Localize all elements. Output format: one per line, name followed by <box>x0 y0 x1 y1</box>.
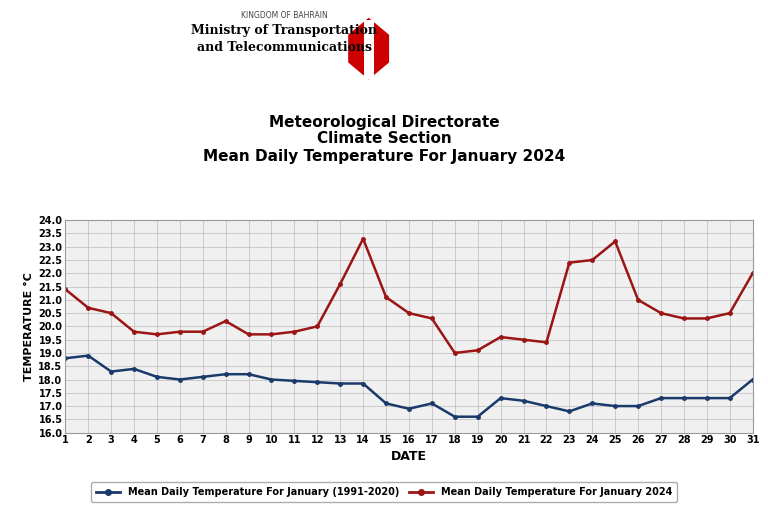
Line: Mean Daily Temperature For January (1991-2020): Mean Daily Temperature For January (1991… <box>64 354 754 418</box>
Line: Mean Daily Temperature For January 2024: Mean Daily Temperature For January 2024 <box>64 237 754 355</box>
Mean Daily Temperature For January 2024 <box>404 310 413 316</box>
Mean Daily Temperature For January 2024 <box>84 305 93 311</box>
Text: and Telecommunications: and Telecommunications <box>197 40 372 54</box>
Mean Daily Temperature For January (1991-2020) <box>634 403 643 409</box>
Mean Daily Temperature For January 2024 <box>221 318 230 324</box>
Mean Daily Temperature For January (1991-2020) <box>542 403 551 409</box>
Mean Daily Temperature For January (1991-2020) <box>175 376 184 382</box>
Polygon shape <box>347 16 390 81</box>
Mean Daily Temperature For January (1991-2020) <box>359 380 368 387</box>
Legend: Mean Daily Temperature For January (1991-2020), Mean Daily Temperature For Janua: Mean Daily Temperature For January (1991… <box>91 482 677 502</box>
Mean Daily Temperature For January (1991-2020) <box>473 414 482 420</box>
Mean Daily Temperature For January (1991-2020) <box>267 376 276 382</box>
Mean Daily Temperature For January 2024 <box>725 310 734 316</box>
Mean Daily Temperature For January (1991-2020) <box>657 395 666 401</box>
Mean Daily Temperature For January (1991-2020) <box>198 374 207 380</box>
Mean Daily Temperature For January 2024 <box>427 315 436 322</box>
Mean Daily Temperature For January (1991-2020) <box>611 403 620 409</box>
Mean Daily Temperature For January 2024 <box>542 339 551 346</box>
Mean Daily Temperature For January 2024 <box>588 257 597 263</box>
Mean Daily Temperature For January (1991-2020) <box>61 355 70 361</box>
Text: Meteorological Directorate: Meteorological Directorate <box>269 115 499 131</box>
Mean Daily Temperature For January (1991-2020) <box>313 379 322 385</box>
Mean Daily Temperature For January 2024 <box>313 324 322 330</box>
Mean Daily Temperature For January (1991-2020) <box>725 395 734 401</box>
Mean Daily Temperature For January (1991-2020) <box>702 395 711 401</box>
Mean Daily Temperature For January 2024 <box>244 331 253 337</box>
Polygon shape <box>364 20 373 79</box>
Mean Daily Temperature For January 2024 <box>657 310 666 316</box>
Text: Climate Section: Climate Section <box>316 131 452 146</box>
Mean Daily Temperature For January 2024 <box>564 260 574 266</box>
Mean Daily Temperature For January 2024 <box>198 329 207 335</box>
Mean Daily Temperature For January 2024 <box>129 329 138 335</box>
Text: Ministry of Transportation: Ministry of Transportation <box>191 24 377 37</box>
Mean Daily Temperature For January 2024 <box>611 239 620 245</box>
Mean Daily Temperature For January (1991-2020) <box>748 376 757 382</box>
Mean Daily Temperature For January 2024 <box>450 350 459 356</box>
Mean Daily Temperature For January (1991-2020) <box>152 374 161 380</box>
Mean Daily Temperature For January 2024 <box>702 315 711 322</box>
Mean Daily Temperature For January 2024 <box>748 270 757 276</box>
Mean Daily Temperature For January (1991-2020) <box>336 380 345 387</box>
Mean Daily Temperature For January (1991-2020) <box>244 371 253 377</box>
Mean Daily Temperature For January 2024 <box>679 315 688 322</box>
Mean Daily Temperature For January (1991-2020) <box>84 353 93 359</box>
Mean Daily Temperature For January 2024 <box>175 329 184 335</box>
X-axis label: DATE: DATE <box>391 450 427 462</box>
Y-axis label: TEMPERATURE °C: TEMPERATURE °C <box>25 272 35 381</box>
Mean Daily Temperature For January (1991-2020) <box>221 371 230 377</box>
Mean Daily Temperature For January 2024 <box>496 334 505 340</box>
Mean Daily Temperature For January 2024 <box>382 294 391 300</box>
Mean Daily Temperature For January (1991-2020) <box>290 378 299 384</box>
Mean Daily Temperature For January 2024 <box>519 336 528 343</box>
Mean Daily Temperature For January (1991-2020) <box>107 369 116 375</box>
Text: KINGDOM OF BAHRAIN: KINGDOM OF BAHRAIN <box>241 11 327 20</box>
Mean Daily Temperature For January 2024 <box>61 286 70 292</box>
Mean Daily Temperature For January 2024 <box>359 236 368 242</box>
Mean Daily Temperature For January (1991-2020) <box>496 395 505 401</box>
Mean Daily Temperature For January (1991-2020) <box>129 366 138 372</box>
Mean Daily Temperature For January 2024 <box>634 297 643 303</box>
Mean Daily Temperature For January 2024 <box>152 331 161 337</box>
Mean Daily Temperature For January (1991-2020) <box>679 395 688 401</box>
Mean Daily Temperature For January 2024 <box>473 347 482 353</box>
Mean Daily Temperature For January 2024 <box>290 329 299 335</box>
Mean Daily Temperature For January 2024 <box>267 331 276 337</box>
Text: Mean Daily Temperature For January 2024: Mean Daily Temperature For January 2024 <box>203 148 565 164</box>
Mean Daily Temperature For January (1991-2020) <box>427 400 436 407</box>
Mean Daily Temperature For January (1991-2020) <box>564 409 574 415</box>
Mean Daily Temperature For January (1991-2020) <box>382 400 391 407</box>
Mean Daily Temperature For January 2024 <box>107 310 116 316</box>
Mean Daily Temperature For January (1991-2020) <box>404 406 413 412</box>
Mean Daily Temperature For January (1991-2020) <box>588 400 597 407</box>
Mean Daily Temperature For January (1991-2020) <box>519 398 528 404</box>
Mean Daily Temperature For January 2024 <box>336 281 345 287</box>
Mean Daily Temperature For January (1991-2020) <box>450 414 459 420</box>
